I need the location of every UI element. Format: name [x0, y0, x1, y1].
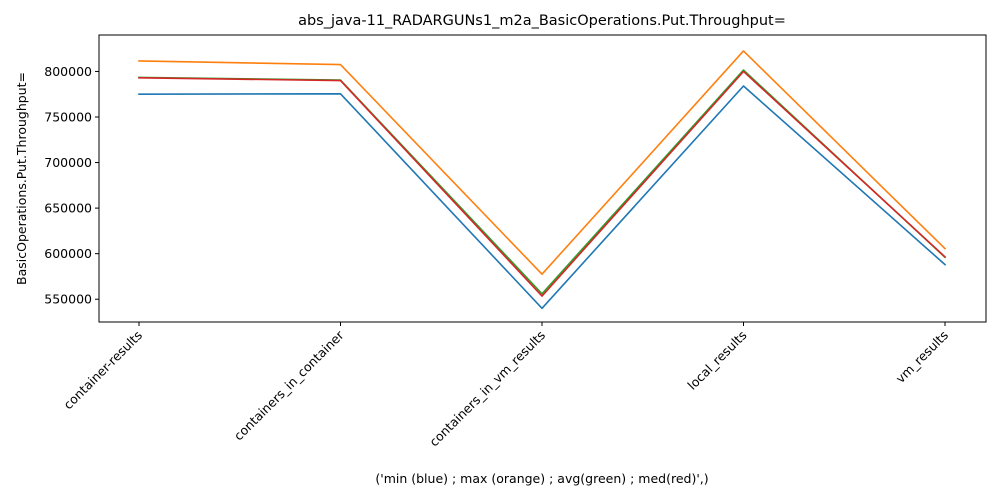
x-tick-label: vm_results	[893, 328, 951, 386]
chart-title: abs_java-11_RADARGUNs1_m2a_BasicOperatio…	[298, 13, 786, 29]
x-tick-label: containers_in_container	[231, 327, 347, 443]
y-axis: 550000 600000 650000 700000 750000 800000	[44, 64, 99, 307]
y-tick-label: 600000	[44, 246, 92, 261]
y-tick-label: 800000	[44, 64, 92, 79]
series-line-3	[138, 70, 947, 297]
series-line-0	[138, 85, 947, 310]
y-tick-label: 650000	[44, 201, 92, 216]
y-axis-label: BasicOperations.Put.Throughput=	[14, 72, 29, 285]
x-tick-label: containers_in_vm_results	[426, 328, 548, 450]
y-tick-label: 700000	[44, 155, 92, 170]
x-axis-label: ('min (blue) ; max (orange) ; avg(green)…	[375, 471, 708, 486]
x-tick-label: local_results	[684, 328, 749, 393]
series-line-1	[138, 50, 947, 275]
x-tick-label: container-results	[60, 328, 145, 413]
y-tick-label: 750000	[44, 110, 92, 125]
x-axis: container-results containers_in_container…	[60, 322, 951, 449]
series-layer	[138, 50, 947, 310]
series-line-2	[138, 69, 947, 295]
y-tick-label: 550000	[44, 292, 92, 307]
